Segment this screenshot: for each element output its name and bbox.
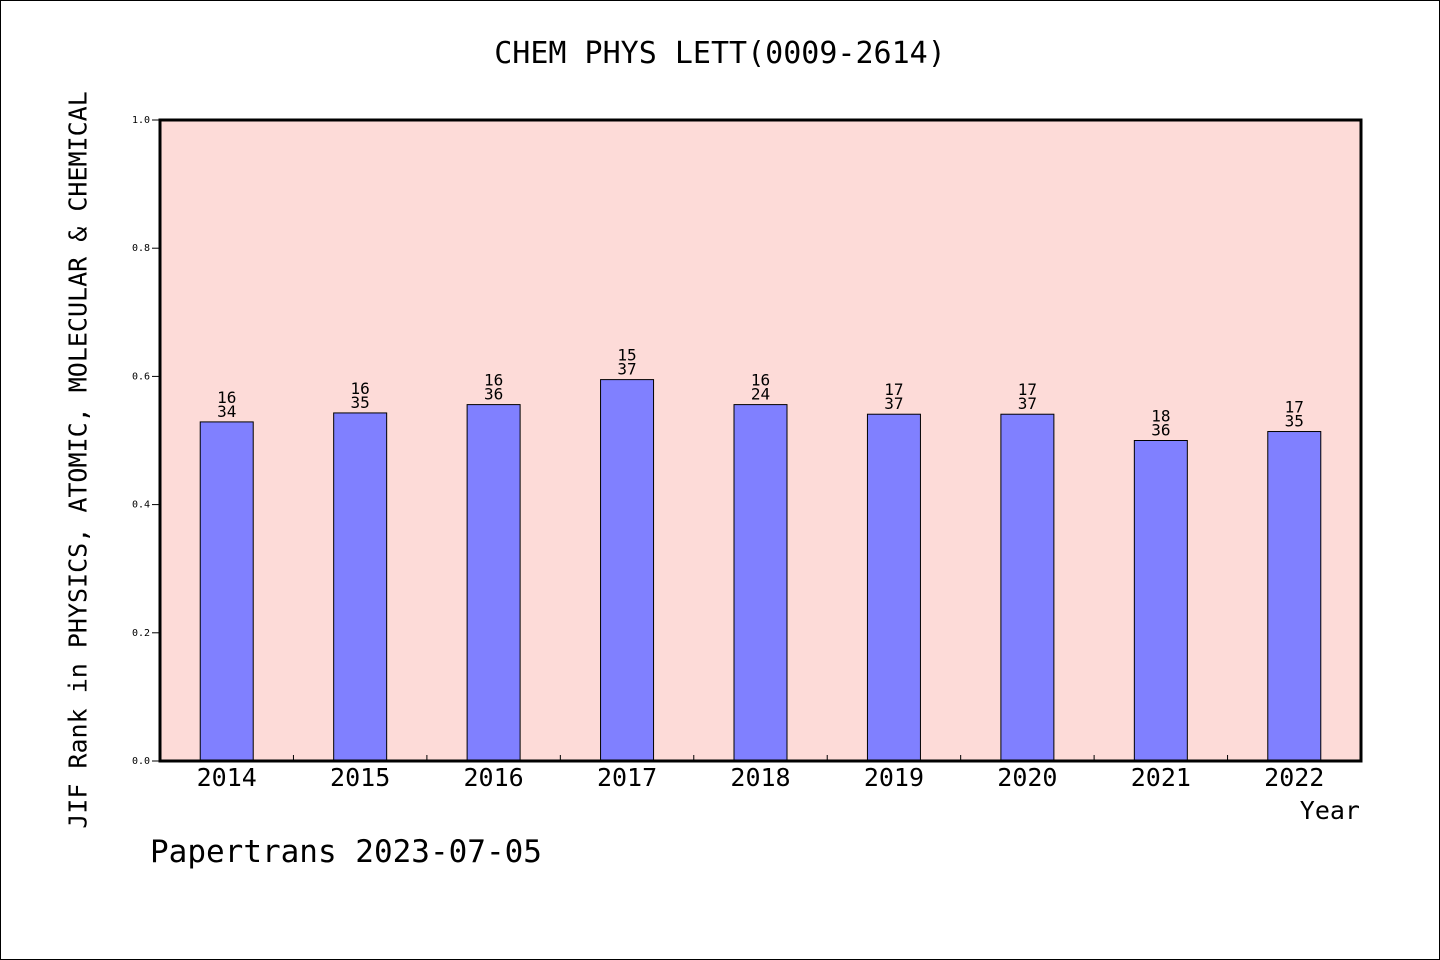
y-tick-label: 0.2 [132,628,150,639]
bar-rank-label: 16 [484,371,503,390]
bar-rank-label: 16 [351,379,370,398]
bar-total-label: 35 [1285,412,1304,431]
x-axis: 2014 2015 2016 2017 2018 2019 2020 2021 2022 [197,755,1324,792]
bar-rank-label: 17 [884,380,903,399]
bar-total-label: 35 [351,393,370,412]
x-axis-label: Year [1299,796,1360,825]
x-tick-label: 2015 [330,763,390,792]
bar [1267,431,1322,762]
y-tick-label: 0.4 [132,500,150,511]
bar-total-label: 36 [1151,421,1170,440]
bar [1133,440,1188,762]
bar [199,421,254,762]
y-tick-label: 0.8 [132,243,150,254]
x-tick-label: 2014 [197,763,257,792]
bar-total-label: 24 [751,385,770,404]
y-tick-label: 0.6 [132,371,150,382]
x-tick-label: 2019 [864,763,924,792]
footer-credit: Papertrans 2023-07-05 [150,834,542,870]
y-axis-label: JIF Rank in PHYSICS, ATOMIC, MOLECULAR &… [63,91,93,829]
bar [1000,413,1055,762]
y-tick-label: 0.0 [132,756,150,767]
y-axis: 0.0 0.2 0.4 0.6 0.8 1.0 [132,115,160,767]
bar-total-label: 37 [617,360,636,379]
y-tick-label: 1.0 [132,115,150,126]
bar [733,404,788,762]
bar-rank-label: 16 [751,371,770,390]
bar-rank-label: 15 [617,346,636,365]
bar [333,412,388,762]
x-tick-label: 2021 [1131,763,1191,792]
bar [866,413,921,762]
bar-rank-label: 16 [217,388,236,407]
bar-total-label: 36 [484,385,503,404]
x-tick-label: 2022 [1264,763,1324,792]
x-tick-label: 2020 [997,763,1057,792]
x-tick-label: 2017 [597,763,657,792]
x-tick-label: 2016 [464,763,524,792]
bar-total-label: 37 [884,394,903,413]
bar-rank-label: 17 [1018,380,1037,399]
bar [466,404,521,762]
x-tick-label: 2018 [730,763,790,792]
chart-title: CHEM PHYS LETT(0009-2614) [494,36,946,71]
bar-total-label: 34 [217,402,236,421]
bar-total-label: 37 [1018,394,1037,413]
bar [600,379,655,762]
plot-border [158,118,1363,763]
bar-rank-label: 17 [1285,398,1304,417]
bar-rank-label: 18 [1151,407,1170,426]
